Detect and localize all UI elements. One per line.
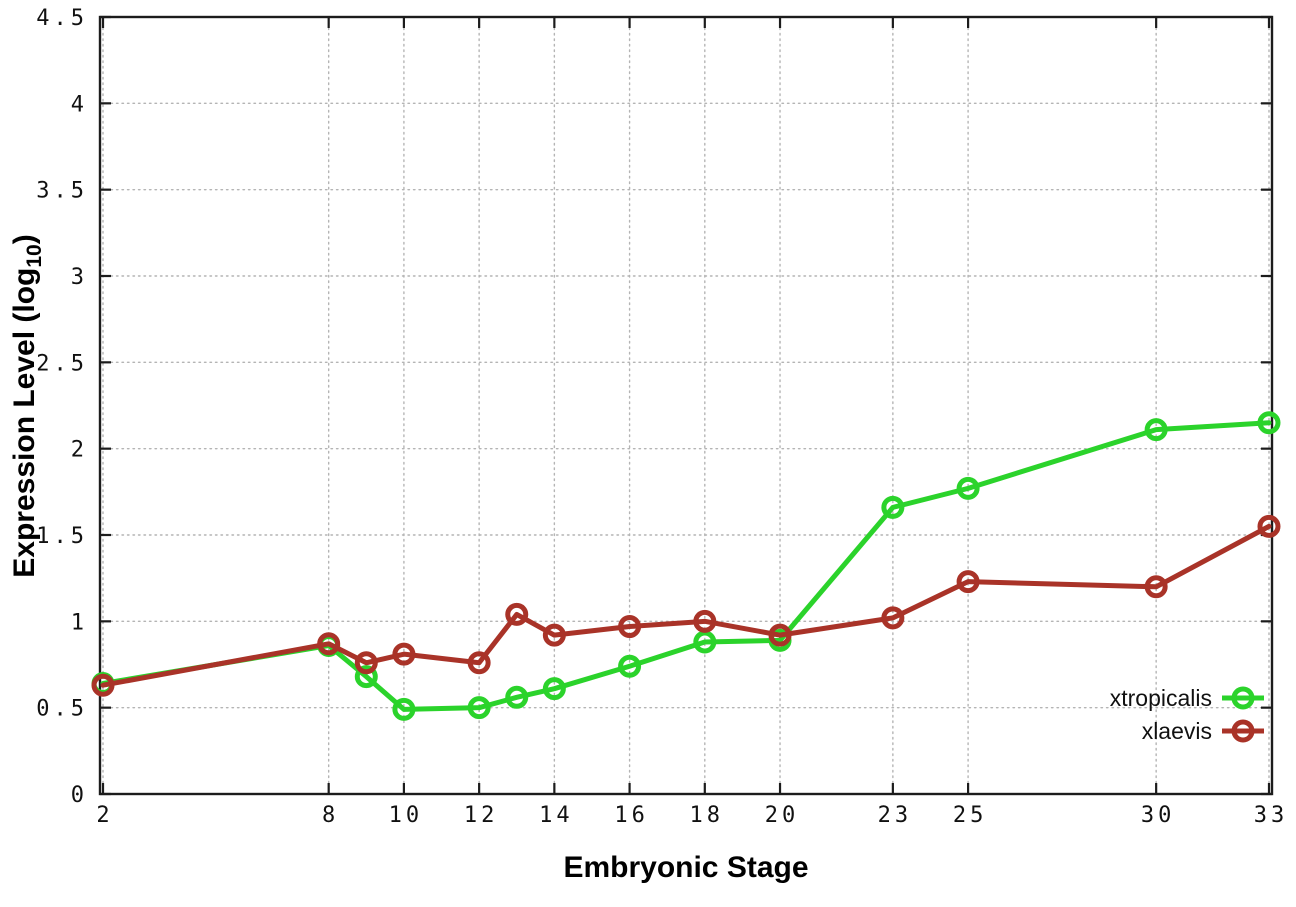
legend-sample-marker-xlaevis: [1231, 719, 1255, 743]
x-tick-label: 33: [1254, 803, 1289, 828]
data-point-xlaevis: [956, 570, 980, 594]
data-point-xtropicalis: [542, 677, 566, 701]
series-line-xlaevis: [100, 523, 1272, 688]
y-tick-label: 3: [71, 265, 88, 290]
data-point-xtropicalis: [881, 495, 905, 519]
y-axis-title: Expression Level (log10): [8, 234, 46, 577]
x-tick-label: 2: [96, 803, 113, 828]
legend-label-xlaevis: xlaevis: [1142, 718, 1212, 744]
data-point-xlaevis: [542, 623, 566, 647]
x-tick-label: 8: [322, 803, 339, 828]
series-line-xtropicalis: [100, 420, 1272, 712]
y-tick-label: 4.5: [36, 6, 88, 31]
x-tick-label: 12: [464, 803, 499, 828]
x-tick-label: 14: [539, 803, 574, 828]
data-point-xlaevis: [618, 615, 642, 639]
x-tick-label: 23: [878, 803, 913, 828]
data-point-xlaevis: [693, 609, 717, 633]
x-axis-title: Embryonic Stage: [563, 851, 808, 884]
x-tick-label: 16: [614, 803, 649, 828]
x-tick-label: 10: [389, 803, 424, 828]
data-point-xtropicalis: [505, 685, 529, 709]
data-point-xlaevis: [354, 651, 378, 675]
x-tick-label: 30: [1141, 803, 1176, 828]
data-point-xlaevis: [505, 602, 529, 626]
y-tick-label: 4: [71, 92, 88, 117]
data-point-xlaevis: [881, 606, 905, 630]
plot-border: [98, 15, 1274, 796]
legend-sample-marker-xtropicalis: [1231, 686, 1255, 710]
data-point-xtropicalis: [1144, 418, 1168, 442]
data-point-xtropicalis: [1257, 411, 1281, 435]
data-point-xtropicalis: [354, 665, 378, 689]
data-point-xlaevis: [91, 673, 115, 697]
data-point-xtropicalis: [392, 697, 416, 721]
data-point-xtropicalis: [467, 696, 491, 720]
data-point-xlaevis: [1144, 575, 1168, 599]
y-tick-label: 0.5: [36, 697, 88, 722]
y-tick-label: 2.5: [36, 351, 88, 376]
y-tick-label: 1.5: [36, 524, 88, 549]
data-point-xlaevis: [768, 623, 792, 647]
data-point-xlaevis: [317, 632, 341, 656]
legend-label-xtropicalis: xtropicalis: [1110, 685, 1212, 711]
x-tick-label: 25: [953, 803, 988, 828]
x-tick-label: 20: [765, 803, 800, 828]
y-tick-label: 1: [71, 610, 88, 635]
y-tick-label: 0: [71, 783, 88, 808]
data-point-xlaevis: [467, 651, 491, 675]
y-tick-label: 2: [71, 438, 88, 463]
data-point-xtropicalis: [956, 476, 980, 500]
y-tick-label: 3.5: [36, 179, 88, 204]
data-point-xlaevis: [392, 642, 416, 666]
data-point-xtropicalis: [693, 630, 717, 654]
x-tick-label: 18: [690, 803, 725, 828]
data-point-xtropicalis: [618, 654, 642, 678]
data-point-xlaevis: [1257, 514, 1281, 538]
